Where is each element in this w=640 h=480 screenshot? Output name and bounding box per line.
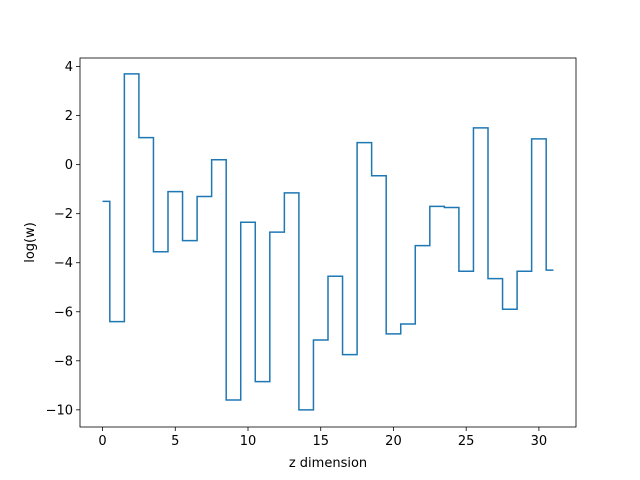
y-tick-label: −10 <box>46 403 73 418</box>
x-tick-label: 0 <box>98 434 106 449</box>
y-axis-label: log(w) <box>23 222 38 263</box>
y-axis-ticks: −10 −8 −6 −4 −2 0 2 4 <box>46 60 80 418</box>
y-tick-label: −6 <box>54 305 73 320</box>
x-tick-label: 5 <box>171 434 179 449</box>
x-tick-label: 15 <box>312 434 329 449</box>
y-tick-label: 0 <box>65 158 73 173</box>
y-tick-label: −4 <box>54 256 73 271</box>
y-tick-label: 4 <box>65 60 73 75</box>
series-line <box>102 73 554 411</box>
plot-area <box>80 58 576 427</box>
y-tick-label: −2 <box>54 207 73 222</box>
plot-frame <box>79 57 577 428</box>
y-tick-label: −8 <box>54 354 73 369</box>
x-axis-ticks: 0 5 10 15 20 25 30 <box>98 427 547 449</box>
x-tick-label: 25 <box>458 434 475 449</box>
y-tick-label: 2 <box>65 109 73 124</box>
x-tick-label: 20 <box>385 434 402 449</box>
x-tick-label: 10 <box>240 434 257 449</box>
x-tick-label: 30 <box>531 434 548 449</box>
x-axis-label: z dimension <box>289 456 367 471</box>
